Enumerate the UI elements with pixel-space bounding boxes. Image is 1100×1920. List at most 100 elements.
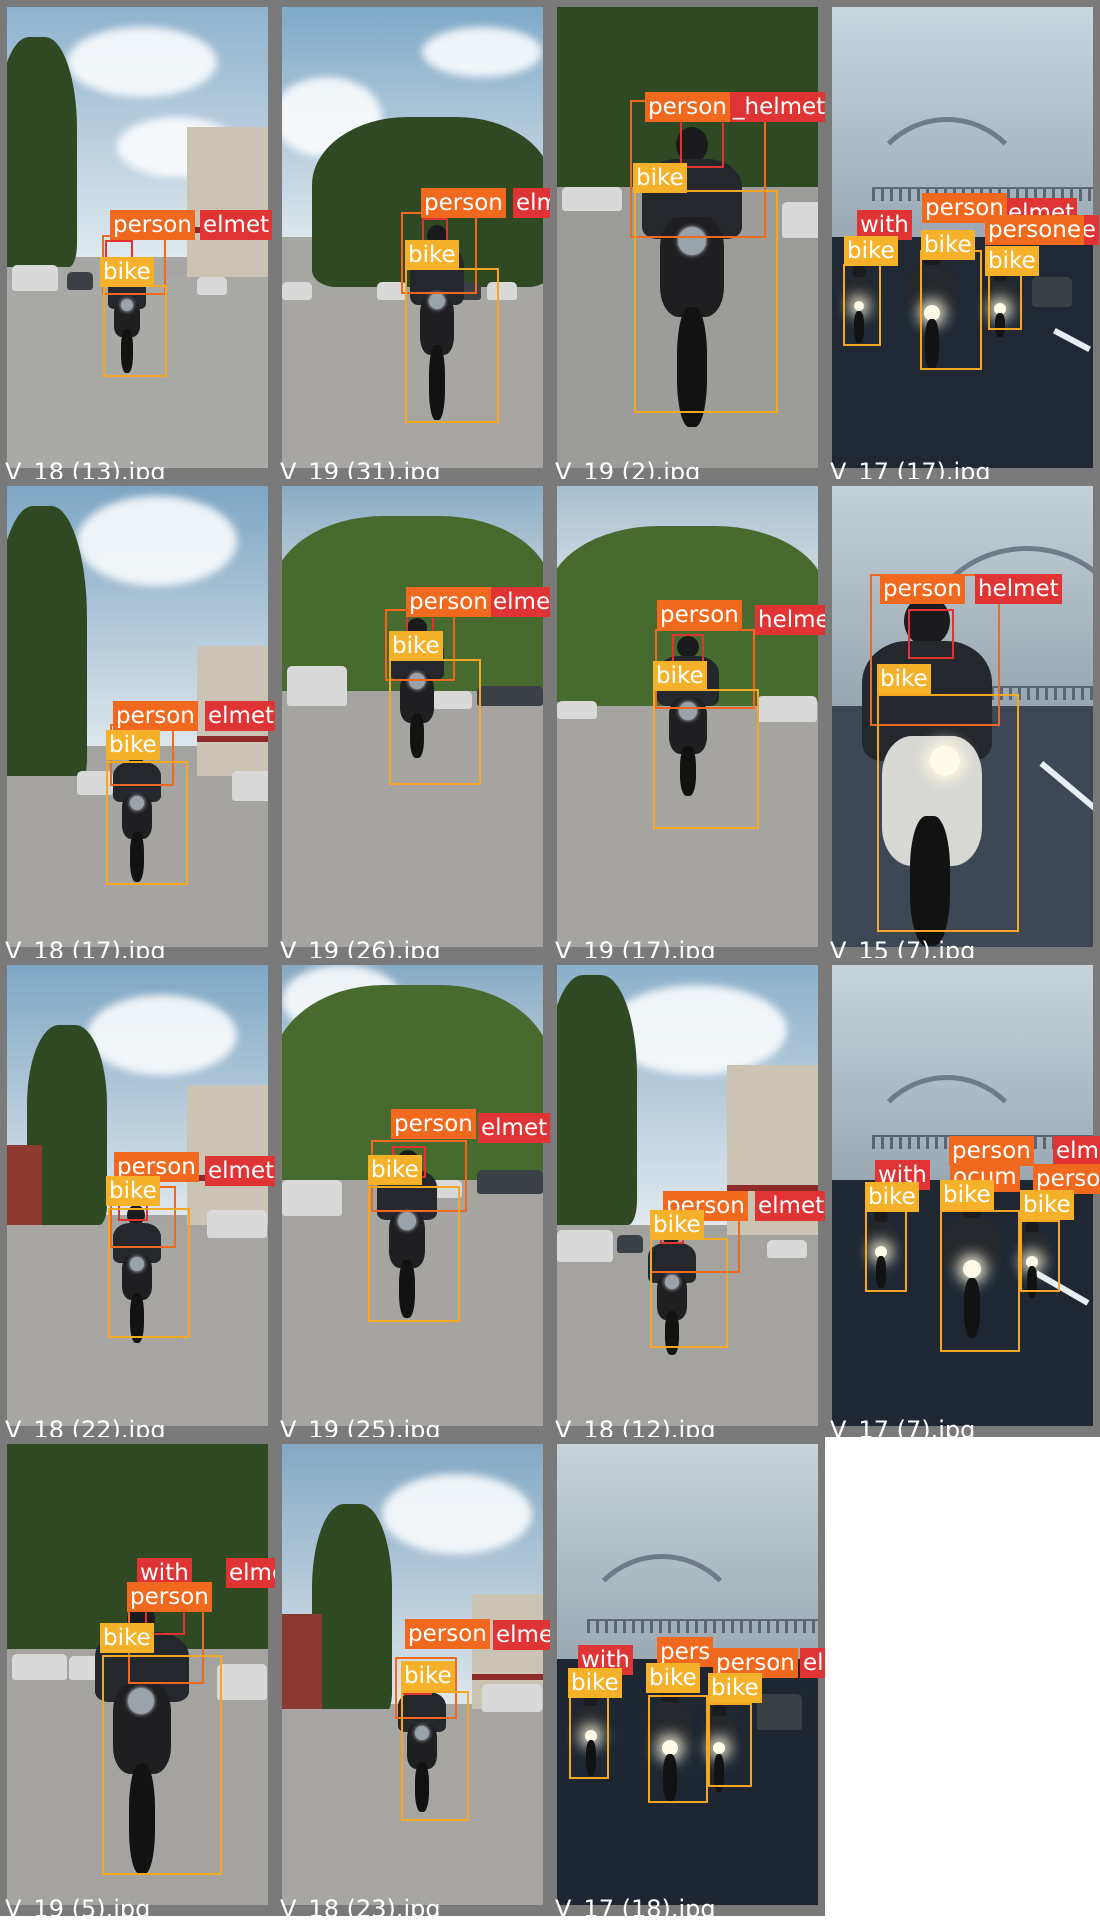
car	[482, 1684, 542, 1712]
image-filename: V_17 (7).jpg	[830, 1416, 976, 1437]
bike-box	[653, 689, 759, 829]
image-tile[interactable]: with ocum elme person perso bike bike bi…	[825, 958, 1100, 1437]
lamp-post-arc	[862, 117, 1032, 287]
bike-box	[102, 1655, 222, 1875]
car	[12, 1654, 67, 1680]
image-tile[interactable]: elmet person bike V_18 (23).jpg	[275, 1437, 550, 1916]
car	[232, 771, 268, 801]
helmet-label: elmet	[755, 1191, 825, 1221]
road	[282, 292, 543, 468]
tile-photo	[557, 486, 818, 947]
car	[282, 1180, 342, 1216]
bike-label: bike	[368, 1155, 422, 1185]
car	[487, 282, 517, 300]
bike-label: bike	[1020, 1190, 1074, 1220]
image-filename: V_18 (13).jpg	[5, 458, 166, 479]
car	[282, 282, 312, 300]
car	[562, 187, 622, 211]
car	[217, 1664, 267, 1700]
person-label: person	[645, 92, 730, 122]
image-tile[interactable]: elmet person bike V_19 (31).jpg	[275, 0, 550, 479]
bike-box	[1020, 1220, 1060, 1292]
image-filename: V_18 (22).jpg	[5, 1416, 166, 1437]
image-filename: V_19 (25).jpg	[280, 1416, 441, 1437]
bridge-railing	[982, 686, 1093, 700]
image-tile[interactable]: with elmet person lme persone bike bike …	[825, 0, 1100, 479]
bike-box	[648, 1695, 708, 1803]
image-filename: V_19 (2).jpg	[555, 458, 701, 479]
motorcyclist	[862, 1210, 900, 1290]
helmet-label: _helmet	[730, 92, 825, 122]
car	[557, 1230, 613, 1262]
image-tile[interactable]: elmet person bike V_19 (25).jpg	[275, 958, 550, 1437]
person-label: person	[949, 1136, 1034, 1166]
helmet-label: elme	[1053, 1136, 1100, 1166]
bike-label: bike	[389, 631, 443, 661]
tile-photo	[282, 7, 543, 468]
person-label: perso	[1033, 1164, 1100, 1194]
person-label: person	[110, 210, 195, 240]
image-tile[interactable]: with elmet person bike V_19 (5).jpg	[0, 1437, 275, 1916]
car	[67, 272, 93, 290]
image-tile[interactable]: elmet person bike V_18 (12).jpg	[550, 958, 825, 1437]
tile-photo	[7, 1444, 268, 1905]
image-tile[interactable]: elmet person bike V_18 (17).jpg	[0, 479, 275, 958]
cloud	[607, 985, 787, 1075]
cloud	[422, 27, 542, 77]
car	[432, 691, 472, 709]
image-tile[interactable]: elmet person bike V_18 (13).jpg	[0, 0, 275, 479]
bike-box	[920, 250, 982, 370]
person-label: person	[113, 701, 198, 731]
bike-box	[405, 268, 499, 423]
bike-label: bike	[844, 236, 898, 266]
bike-box	[401, 1691, 469, 1821]
image-filename: V_19 (17).jpg	[555, 937, 716, 958]
helmet-label: elmet	[800, 1648, 825, 1678]
image-filename: V_18 (23).jpg	[280, 1895, 441, 1916]
bike-box	[843, 264, 881, 346]
image-filename: V_17 (18).jpg	[555, 1895, 716, 1916]
bike-label: bike	[650, 1210, 704, 1240]
lamp-post-arc	[922, 546, 1093, 736]
bike-box	[988, 270, 1022, 330]
car	[432, 1180, 462, 1198]
bike-label: bike	[985, 246, 1039, 276]
motorcyclist	[842, 265, 876, 345]
image-tile[interactable]: with pers elmet person bike bike bike V_…	[550, 1437, 825, 1916]
bike-box	[368, 1186, 460, 1322]
helmet-label: elmet	[200, 210, 273, 240]
cloud	[382, 1474, 532, 1554]
person-label: person	[657, 600, 742, 630]
bike-box	[650, 1238, 728, 1348]
car	[377, 282, 407, 300]
image-tile[interactable]: helmet person bike V_19 (17).jpg	[550, 479, 825, 958]
lamp-post-arc	[577, 1554, 747, 1724]
image-filename: V_19 (26).jpg	[280, 937, 441, 958]
image-tile[interactable]: elmet person bike V_19 (26).jpg	[275, 479, 550, 958]
road	[832, 237, 1093, 468]
person-label: pers	[657, 1637, 714, 1667]
car	[1032, 277, 1072, 307]
bike-label: bike	[865, 1182, 919, 1212]
car	[287, 666, 347, 706]
car	[782, 202, 818, 238]
person-label: person	[391, 1109, 476, 1139]
motorcyclist	[642, 1684, 698, 1804]
person-box	[395, 1657, 457, 1719]
bike-label: bike	[708, 1673, 762, 1703]
motorcyclist	[842, 596, 1022, 946]
image-tile[interactable]: _helmet person bike V_19 (2).jpg	[550, 0, 825, 479]
car	[757, 1694, 802, 1730]
bike-box	[865, 1210, 907, 1292]
image-tile[interactable]: helmet person bike V_15 (7).jpg	[825, 479, 1100, 958]
bike-box	[634, 190, 778, 413]
lamp-post-arc	[862, 1075, 1032, 1245]
car	[557, 701, 597, 719]
image-tile[interactable]: elmet person bike V_18 (22).jpg	[0, 958, 275, 1437]
trees	[312, 1504, 392, 1714]
bike-label: bike	[568, 1668, 622, 1698]
bike-label: bike	[401, 1661, 455, 1691]
building	[7, 1145, 42, 1225]
trees	[7, 506, 87, 786]
image-filename: V_17 (17).jpg	[830, 458, 991, 479]
